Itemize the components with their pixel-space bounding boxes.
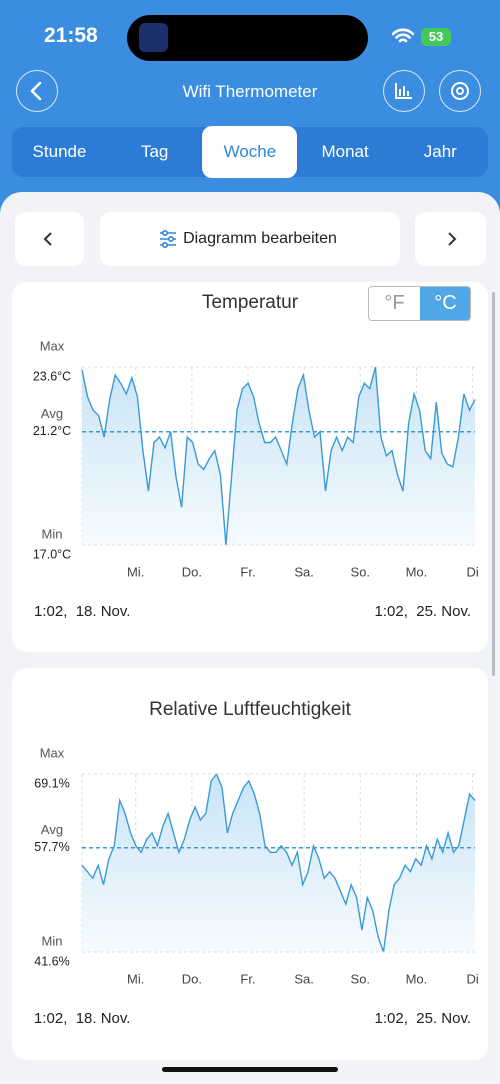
settings-button[interactable] bbox=[439, 70, 481, 112]
x-tick-label: Mo. bbox=[406, 564, 428, 579]
y-tick-label: 69.1% bbox=[34, 776, 69, 790]
header-title: Wifi Thermometer bbox=[182, 82, 318, 101]
x-tick-label: Mo. bbox=[406, 971, 428, 986]
edit-chart-button[interactable]: Diagramm bearbeiten bbox=[100, 212, 400, 266]
y-tick-label: 17.0°C bbox=[33, 547, 71, 561]
x-tick-label: Fr. bbox=[240, 564, 255, 579]
area bbox=[82, 774, 475, 952]
x-tick-label: Di bbox=[466, 564, 478, 579]
home-indicator bbox=[162, 1067, 338, 1072]
x-tick-label: Sa. bbox=[294, 564, 314, 579]
stats-button[interactable] bbox=[383, 70, 425, 112]
temperature-card: Temperatur Mi. Do. Fr. Sa. So. Mo. Di Min 17.0°C A… bbox=[12, 282, 488, 652]
prev-icon bbox=[43, 232, 52, 246]
y-tick-name: Max bbox=[40, 338, 65, 353]
prev-button[interactable] bbox=[15, 212, 84, 266]
tab[interactable]: Jahr bbox=[423, 142, 457, 161]
chart-title: Temperatur bbox=[202, 292, 299, 313]
x-tick-label: Di bbox=[466, 971, 478, 986]
humidity-card: Relative Luftfeuchtigkeit Mi. Do. Fr. Sa. So.… bbox=[12, 668, 488, 1060]
tab[interactable]: Stunde bbox=[32, 142, 87, 161]
y-tick-label: 21.2°C bbox=[33, 424, 71, 438]
edit-chart-label: Diagramm bearbeiten bbox=[183, 230, 337, 247]
app-icon bbox=[139, 23, 168, 52]
x-tick-label: Do. bbox=[182, 971, 202, 986]
x-tick-label: Mi. bbox=[127, 564, 144, 579]
tab-bar: Stunde Tag Woche Monat Jahr bbox=[12, 126, 488, 178]
battery: 53 bbox=[421, 28, 451, 46]
y-tick-name: Max bbox=[40, 745, 65, 760]
tab[interactable]: Woche bbox=[202, 126, 298, 178]
sliders-icon bbox=[160, 229, 176, 249]
line bbox=[81, 772, 476, 953]
y-tick-name: Avg bbox=[41, 822, 63, 837]
unit-toggle: °F °C bbox=[368, 286, 471, 321]
line bbox=[81, 366, 476, 546]
unit-option[interactable]: °F bbox=[384, 292, 405, 314]
tab[interactable]: Monat bbox=[321, 142, 369, 161]
y-tick-name: Min bbox=[42, 526, 63, 541]
end-date: 1:02, 25. Nov. bbox=[375, 1010, 471, 1027]
x-tick-label: Sa. bbox=[294, 971, 314, 986]
back-button[interactable] bbox=[16, 70, 58, 112]
back-icon bbox=[30, 81, 42, 101]
x-tick-label: Fr. bbox=[240, 971, 255, 986]
next-icon bbox=[448, 232, 457, 246]
y-tick-name: Avg bbox=[41, 406, 63, 421]
end-date: 1:02, 25. Nov. bbox=[375, 603, 471, 620]
next-button[interactable] bbox=[415, 212, 486, 266]
dynamic-island bbox=[127, 15, 368, 61]
x-tick-label: So. bbox=[351, 564, 371, 579]
settings-icon bbox=[451, 82, 469, 100]
x-tick-label: So. bbox=[351, 971, 371, 986]
status-time: 21:58 bbox=[44, 24, 98, 47]
y-tick-label: 57.7% bbox=[34, 840, 69, 854]
x-tick-label: Mi. bbox=[127, 971, 144, 986]
tab[interactable]: Tag bbox=[140, 142, 169, 161]
chart-title: Relative Luftfeuchtigkeit bbox=[149, 699, 351, 720]
wifi-icon bbox=[392, 28, 414, 43]
stats-icon bbox=[395, 83, 412, 99]
y-tick-label: 23.6°C bbox=[33, 369, 71, 383]
humidity-chart: Relative Luftfeuchtigkeit Mi. Do. Fr. Sa. So.… bbox=[34, 699, 479, 1027]
y-tick-name: Min bbox=[42, 933, 63, 948]
y-tick-label: 41.6% bbox=[34, 954, 69, 968]
x-tick-label: Do. bbox=[182, 564, 202, 579]
start-date: 1:02, 18. Nov. bbox=[34, 1010, 130, 1027]
start-date: 1:02, 18. Nov. bbox=[34, 603, 130, 620]
temperature-chart: Temperatur Mi. Do. Fr. Sa. So. Mo. Di Min 17.0°C A… bbox=[33, 292, 479, 620]
scrollbar bbox=[492, 292, 495, 676]
unit-option[interactable]: °C bbox=[420, 287, 470, 320]
